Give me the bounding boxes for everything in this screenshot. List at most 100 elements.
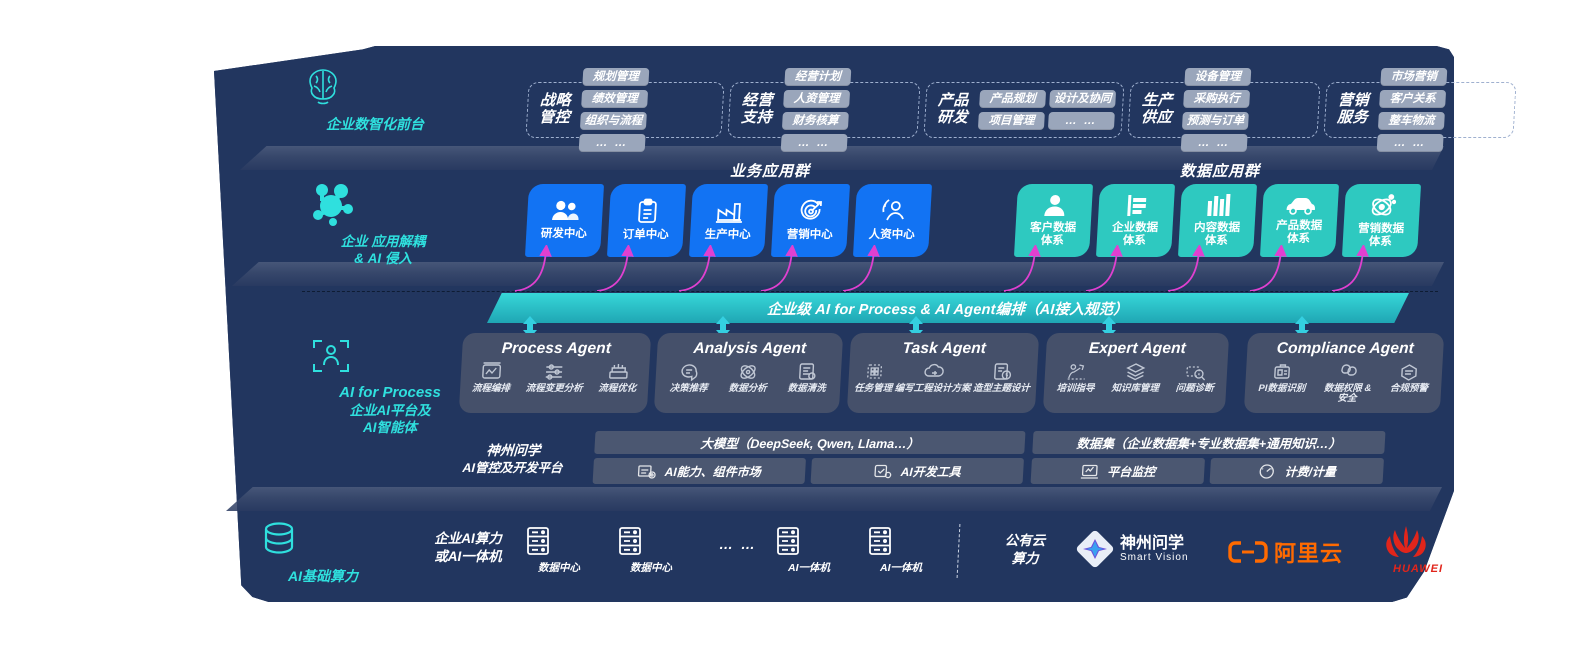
infra-node-datacenter-1[interactable]: 数据中心 bbox=[524, 526, 594, 575]
platform-datasets-box[interactable]: 数据集（企业数据集+专业数据集+通用知识…） bbox=[1032, 431, 1386, 454]
agent-feature[interactable]: 知识库管理 bbox=[1111, 362, 1160, 394]
app-card-hr-center[interactable]: 人资中心 bbox=[852, 184, 933, 257]
platform-models-box[interactable]: 大模型（DeepSeek, Qwen, Llama…） bbox=[594, 431, 1026, 454]
chip[interactable]: 整车物流 bbox=[1377, 112, 1445, 131]
agent-feature[interactable]: 数据分析 bbox=[728, 362, 768, 394]
rail-aiprocess-line1: AI for Process bbox=[339, 384, 441, 401]
brain-icon bbox=[300, 66, 450, 108]
infra-node-ai-appliance-1[interactable]: AI一体机 bbox=[774, 526, 844, 575]
platform-brand: 神州问学 AI管控及开发平台 bbox=[462, 443, 563, 475]
orchestration-band[interactable]: 企业级 AI for Process & AI Agent编排（AI接入规范） bbox=[487, 293, 1409, 323]
app-card-order-center[interactable]: 订单中心 bbox=[606, 184, 687, 257]
agent-feature[interactable]: 编写工程设计方案 bbox=[894, 362, 972, 394]
app-card-marketing-center[interactable]: 营销中心 bbox=[770, 184, 851, 257]
top-group-strategy[interactable]: 战略 管控 规划管理 绩效管理 组织与流程 … … bbox=[525, 67, 725, 153]
agent-feature[interactable]: 流程编排 bbox=[472, 362, 512, 394]
person-scan-icon bbox=[310, 336, 470, 376]
infra-node-ai-appliance-2[interactable]: AI一体机 bbox=[866, 526, 936, 575]
chip[interactable]: 绩效管理 bbox=[581, 89, 649, 108]
rail-compute-label: AI基础算力 bbox=[288, 568, 358, 584]
agent-title: Task Agent bbox=[902, 340, 987, 357]
chip[interactable]: 经营计划 bbox=[784, 67, 852, 86]
top-group-production-supply[interactable]: 生产 供应 设备管理 采购执行 预测与订单 … … bbox=[1127, 67, 1321, 153]
rail-front-label: 企业数智化前台 bbox=[326, 116, 424, 132]
vendor-logo-huawei[interactable]: HUAWEI bbox=[1380, 524, 1456, 575]
bars-icon bbox=[1205, 193, 1232, 217]
chip[interactable]: … … bbox=[1376, 134, 1444, 153]
app-card-rd-center[interactable]: 研发中心 bbox=[524, 184, 605, 257]
agent-feature-list: 任务管理 编写工程设计方案 造型主题设计 bbox=[848, 362, 1038, 394]
app-card-customer-data[interactable]: 客户数据 体系 bbox=[1013, 184, 1094, 257]
chip[interactable]: 市场营销 bbox=[1380, 67, 1448, 86]
rail-decouple: 企业 应用解耦 & AI 侵入 bbox=[308, 182, 458, 268]
agent-feature[interactable]: PI数据识别 bbox=[1257, 362, 1306, 405]
agent-feature[interactable]: 造型主题设计 bbox=[973, 362, 1032, 394]
vendor-logo-aliyun[interactable]: 阿里云 bbox=[1228, 536, 1343, 568]
rail-compute: AI基础算力 bbox=[258, 520, 388, 586]
app-card-content-data[interactable]: 内容数据 体系 bbox=[1177, 184, 1258, 257]
server-icon bbox=[524, 526, 594, 556]
chip[interactable]: 客户关系 bbox=[1379, 89, 1447, 108]
chip[interactable]: … … bbox=[780, 134, 848, 153]
agent-feature[interactable]: 问题诊断 bbox=[1175, 362, 1215, 394]
top-group-marketing-service[interactable]: 营销 服务 市场营销 客户关系 整车物流 … … bbox=[1323, 67, 1517, 153]
factory-icon bbox=[714, 199, 743, 224]
chip[interactable]: 项目管理 bbox=[977, 112, 1045, 131]
chip[interactable]: 采购执行 bbox=[1183, 89, 1251, 108]
agent-card-expert[interactable]: Expert Agent 培训指导 知识库管理 bbox=[1042, 333, 1230, 413]
top-group-product-rd[interactable]: 产品 研发 产品规划 设计及协同 项目管理 … … bbox=[923, 82, 1125, 138]
vendor-logo-smartvision[interactable]: 神州问学 Smart Vision bbox=[1076, 530, 1189, 568]
chip[interactable]: 财务核算 bbox=[781, 112, 849, 131]
clipboard-icon bbox=[634, 198, 659, 224]
server-icon bbox=[774, 526, 844, 556]
platform-cell-metering[interactable]: 计费/计量 bbox=[1209, 458, 1384, 484]
chip[interactable]: 设备管理 bbox=[1184, 67, 1252, 86]
agent-card-compliance[interactable]: Compliance Agent PI数据识别 数据权限 & 安全 bbox=[1243, 333, 1445, 413]
agent-feature[interactable]: 流程优化 bbox=[598, 362, 638, 394]
top-group-name: 经营 支持 bbox=[740, 92, 774, 126]
app-card-marketing-data[interactable]: 营销数据 体系 bbox=[1341, 184, 1422, 257]
atom-analysis-icon bbox=[738, 362, 760, 381]
agent-title: Analysis Agent bbox=[692, 340, 807, 357]
chip[interactable]: 产品规划 bbox=[979, 89, 1047, 108]
training-icon bbox=[1065, 362, 1087, 381]
alert-doc-icon bbox=[1399, 362, 1421, 381]
monitor-icon bbox=[1080, 463, 1100, 480]
agent-feature-list: 流程编排 流程变更分析 流程优化 bbox=[460, 362, 650, 394]
platform-cell-monitor[interactable]: 平台监控 bbox=[1030, 458, 1205, 484]
agent-feature[interactable]: 数据权限 & 安全 bbox=[1323, 362, 1373, 405]
app-card-product-data[interactable]: 产品数据 体系 bbox=[1259, 184, 1340, 257]
chip[interactable]: … … bbox=[1180, 134, 1248, 153]
agent-card-process[interactable]: Process Agent 流程编排 流程变更分析 bbox=[458, 333, 652, 413]
agent-feature[interactable]: 数据清洗 bbox=[787, 362, 827, 394]
agent-feature-list: 培训指导 知识库管理 问题诊断 bbox=[1044, 362, 1228, 394]
building-icon bbox=[1124, 193, 1149, 217]
chip[interactable]: 人资管理 bbox=[783, 89, 851, 108]
chip[interactable]: 组织与流程 bbox=[579, 112, 647, 131]
chip[interactable]: … … bbox=[1047, 112, 1115, 131]
agent-card-task[interactable]: Task Agent 任务管理 编写工程设计方案 bbox=[846, 333, 1040, 413]
agent-feature[interactable]: 流程变更分析 bbox=[525, 362, 584, 394]
app-card-label: 营销数据 bbox=[1357, 222, 1405, 235]
chip[interactable]: … … bbox=[578, 134, 646, 153]
app-card-production-center[interactable]: 生产中心 bbox=[688, 184, 769, 257]
app-card-label: 企业数据 bbox=[1111, 221, 1159, 234]
top-group-operations[interactable]: 经营 支持 经营计划 人资管理 财务核算 … … bbox=[727, 67, 921, 153]
chip[interactable]: 规划管理 bbox=[582, 67, 650, 86]
flow-chart-icon bbox=[481, 362, 503, 381]
shield-lock-icon bbox=[1338, 362, 1360, 381]
app-card-enterprise-data[interactable]: 企业数据 体系 bbox=[1095, 184, 1176, 257]
chip[interactable]: 预测与订单 bbox=[1181, 112, 1249, 131]
agent-feature[interactable]: 任务管理 bbox=[854, 362, 894, 394]
infra-node-datacenter-2[interactable]: 数据中心 bbox=[616, 526, 686, 575]
car-icon bbox=[1284, 195, 1317, 215]
agent-feature[interactable]: 合规预警 bbox=[1389, 362, 1429, 405]
chip[interactable]: 设计及协同 bbox=[1049, 89, 1117, 108]
agent-feature[interactable]: 培训指导 bbox=[1056, 362, 1096, 394]
platform-cell-devtool[interactable]: AI开发工具 bbox=[810, 458, 1024, 484]
agent-feature[interactable]: 决策推荐 bbox=[669, 362, 709, 394]
agent-card-analysis[interactable]: Analysis Agent 决策推荐 数据分析 bbox=[653, 333, 844, 413]
business-group-title: 业务应用群 bbox=[730, 163, 811, 180]
platform-cell-ai-market[interactable]: AI能力、组件市场 bbox=[592, 458, 806, 484]
users-icon bbox=[549, 199, 580, 223]
